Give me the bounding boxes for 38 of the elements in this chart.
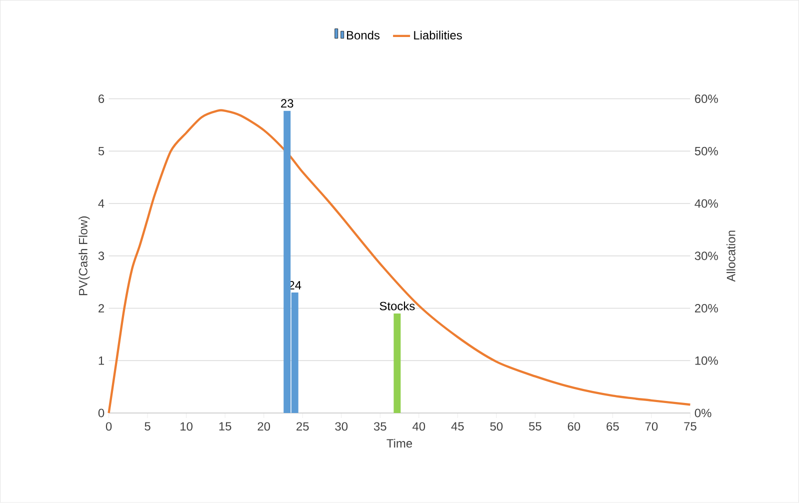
x-tick-label: 75 — [684, 422, 696, 431]
y2-axis-title: Allocation — [726, 230, 736, 282]
y2-tick-label: 60% — [695, 94, 718, 104]
y2-tick-label: 20% — [694, 304, 718, 313]
x-tick-label: 35 — [374, 422, 386, 431]
y2-tick-label: 40% — [694, 199, 718, 208]
x-tick-label: 55 — [528, 422, 542, 431]
series-label: Stocks — [380, 302, 415, 310]
legend-label: Liabilities — [414, 30, 462, 40]
x-tick-label: 25 — [296, 422, 309, 431]
y2-tick-label: 10% — [695, 356, 718, 365]
x-tick-label: 70 — [645, 422, 658, 431]
line-series — [108, 109, 692, 414]
y-tick-label: 0 — [98, 408, 104, 418]
y2-tick-label: 50% — [694, 147, 718, 156]
x-tick-label: 65 — [606, 422, 619, 431]
x-tick-label: 0 — [106, 422, 112, 431]
y2-tick-label: 30% — [694, 252, 718, 260]
x-tick-label: 30 — [335, 422, 348, 431]
x-tick-label: 45 — [451, 422, 464, 431]
x-tick-label: 50 — [490, 422, 503, 431]
x-tick-label: 40 — [412, 422, 426, 431]
annotation: 23 — [281, 99, 294, 108]
y-tick-label: 5 — [98, 147, 104, 156]
y-tick-label: 3 — [98, 252, 104, 260]
x-axis-title: Time — [386, 438, 412, 448]
y-tick-label: 6 — [98, 94, 104, 104]
legend-label: Bonds — [347, 30, 380, 40]
y-tick-label: 1 — [98, 356, 104, 365]
x-tick-label: 10 — [180, 422, 192, 431]
y2-tick-label: 0% — [694, 408, 712, 418]
y-tick-label: 4 — [98, 200, 104, 208]
x-tick-label: 60 — [568, 422, 580, 431]
x-tick-label: 15 — [219, 422, 232, 431]
y-tick-label: 2 — [98, 304, 104, 313]
x-tick-label: 20 — [258, 422, 270, 431]
x-tick-label: 5 — [144, 422, 150, 431]
y-axis-title: PV(Cash Flow) — [78, 216, 90, 296]
